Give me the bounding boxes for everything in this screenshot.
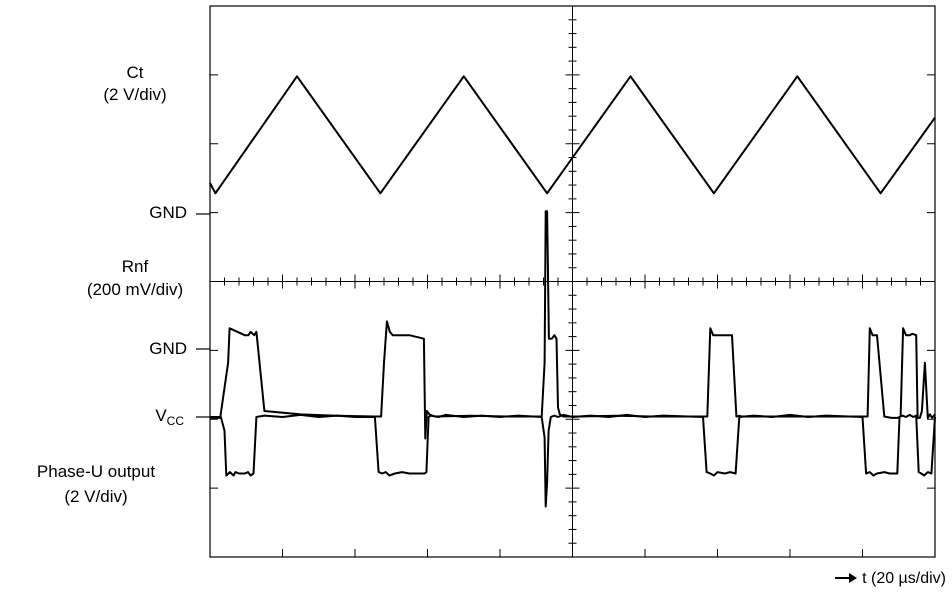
channel-2-name: Rnf [121,257,149,276]
channel-2-scale: (200 mV/div) [86,280,184,299]
channel-3-name: Phase-U output [36,462,156,481]
channel-1-ground-label: GND [149,203,187,222]
channel-1-scale: (2 V/div) [103,85,167,104]
time-axis-label: t (20 µs/div) [835,569,946,589]
channel-2-ground-label: GND [149,339,187,358]
ct-trace [209,75,936,195]
traces [209,75,936,508]
phase-u-trace [210,413,936,508]
time-axis-text: t (20 µs/div) [862,570,946,587]
channel-3-ground-label: VCC [155,406,184,431]
time-arrow-icon [835,573,858,583]
channel-1-name: Ct [126,63,144,82]
graticule [196,5,936,558]
channel-3-scale: (2 V/div) [64,487,128,506]
vcc-label-main: V [155,406,167,425]
vcc-label-sub: CC [166,414,184,428]
